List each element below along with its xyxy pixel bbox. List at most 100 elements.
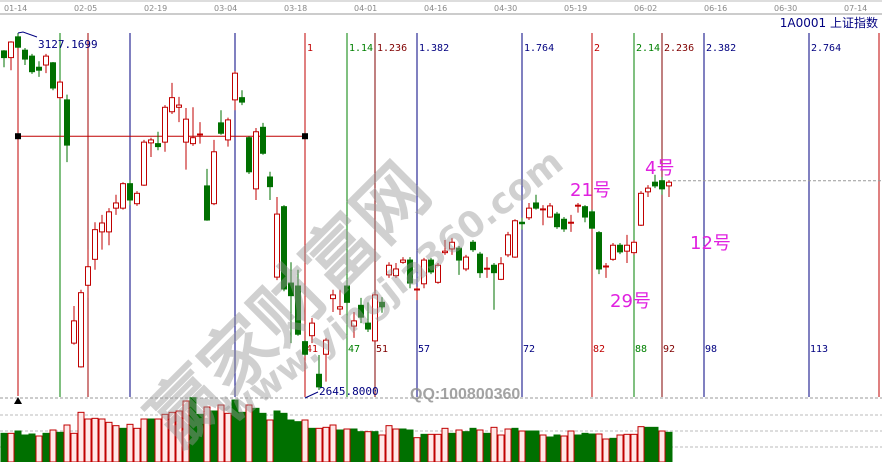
- volume-bar: [238, 411, 246, 462]
- candle-down: [204, 185, 210, 221]
- fib-ratio-label: 2.764: [811, 43, 841, 54]
- candle-up: [393, 268, 399, 277]
- candle-down: [15, 36, 21, 48]
- volume-bar: [280, 412, 288, 462]
- candle-down: [617, 244, 623, 253]
- volume-bar: [511, 427, 519, 462]
- candle-up: [78, 292, 84, 368]
- candle-up: [547, 205, 553, 218]
- volume-bar: [140, 418, 148, 462]
- candle-up: [92, 229, 98, 260]
- x-tick-label: 06-02: [634, 4, 657, 13]
- candle-up: [120, 183, 126, 209]
- candle-up: [603, 265, 609, 268]
- volume-bar: [231, 399, 239, 462]
- candle-down: [596, 232, 602, 270]
- candle-up: [512, 220, 518, 258]
- candle-up: [540, 208, 546, 211]
- volume-bar: [98, 418, 106, 462]
- volume-bar: [413, 437, 421, 462]
- candle-up: [645, 187, 651, 193]
- volume-bar: [448, 432, 456, 462]
- volume-bar: [539, 434, 547, 462]
- x-tick-label: 04-16: [424, 4, 447, 13]
- candle-down: [358, 304, 364, 318]
- candle-up: [505, 234, 511, 256]
- fib-ratio-label: 2.14: [636, 43, 660, 54]
- volume-bar: [245, 404, 253, 462]
- arrow-up-icon: [14, 397, 22, 404]
- candle-up: [386, 264, 392, 276]
- candle-up: [134, 192, 140, 205]
- volume-bar: [504, 428, 512, 462]
- fib-count-label: 57: [418, 344, 430, 355]
- x-tick-label: 03-18: [284, 4, 307, 13]
- candle-up: [211, 151, 217, 205]
- fib-ratio-label: 1.764: [524, 43, 554, 54]
- candle-down: [477, 253, 483, 274]
- volume-bar: [560, 435, 568, 462]
- fib-count-label: 92: [663, 344, 675, 355]
- candle-up: [71, 320, 77, 344]
- volume-bar: [133, 427, 141, 462]
- volume-bar: [651, 426, 659, 462]
- volume-bar: [182, 400, 190, 462]
- candle-down: [316, 373, 322, 388]
- candle-down: [50, 62, 56, 89]
- volume-bar: [602, 438, 610, 462]
- candle-up: [442, 250, 448, 254]
- volume-bar: [315, 427, 323, 462]
- candle-up: [169, 97, 175, 113]
- volume-bar: [42, 432, 50, 462]
- volume-bar: [399, 428, 407, 462]
- x-tick-label: 04-30: [494, 4, 517, 13]
- candle-up: [225, 119, 231, 141]
- volume-bar: [427, 433, 435, 462]
- fib-count-label: 72: [523, 344, 535, 355]
- candle-up: [575, 204, 581, 207]
- annotation-21: 21号: [570, 180, 611, 201]
- volume-bar: [343, 428, 351, 462]
- volume-bar: [665, 431, 673, 462]
- volume-bar: [392, 428, 400, 462]
- candle-up: [498, 263, 504, 280]
- candle-up: [85, 266, 91, 286]
- volume-bar: [525, 430, 533, 462]
- candle-down: [295, 285, 301, 335]
- volume-bar: [147, 418, 155, 462]
- volume-bar: [616, 434, 624, 462]
- volume-bar: [63, 424, 71, 462]
- candle-up: [449, 241, 455, 250]
- candle-down: [407, 259, 413, 284]
- volume-bar: [168, 411, 176, 462]
- volume-bar: [483, 432, 491, 462]
- candle-up: [57, 81, 63, 99]
- candle-down: [29, 55, 35, 73]
- volume-bar: [336, 429, 344, 462]
- candle-down: [36, 66, 42, 71]
- volume-bar: [553, 434, 561, 462]
- candle-up: [330, 294, 336, 300]
- fib-count-label: 41: [306, 344, 318, 355]
- fib-ratio-label: 1.236: [377, 43, 407, 54]
- fib-count-label: 51: [376, 344, 388, 355]
- candle-up: [463, 256, 469, 270]
- x-tick-label: 05-19: [564, 4, 587, 13]
- candle-up: [631, 241, 637, 254]
- volume-bar: [91, 417, 99, 462]
- line-handle-left: [15, 133, 21, 140]
- candle-down: [519, 221, 525, 225]
- volume-bar: [161, 413, 169, 462]
- volume-bar: [49, 429, 57, 462]
- volume-bar: [581, 432, 589, 462]
- volume-bar: [35, 435, 43, 462]
- volume-bar: [469, 427, 477, 462]
- watermark-qq: QQ:100800360: [410, 386, 521, 403]
- volume-bar: [7, 432, 15, 462]
- volume-bar: [112, 425, 120, 462]
- volume-bar: [308, 427, 316, 462]
- candle-down: [652, 181, 658, 187]
- volume-bar: [371, 431, 379, 462]
